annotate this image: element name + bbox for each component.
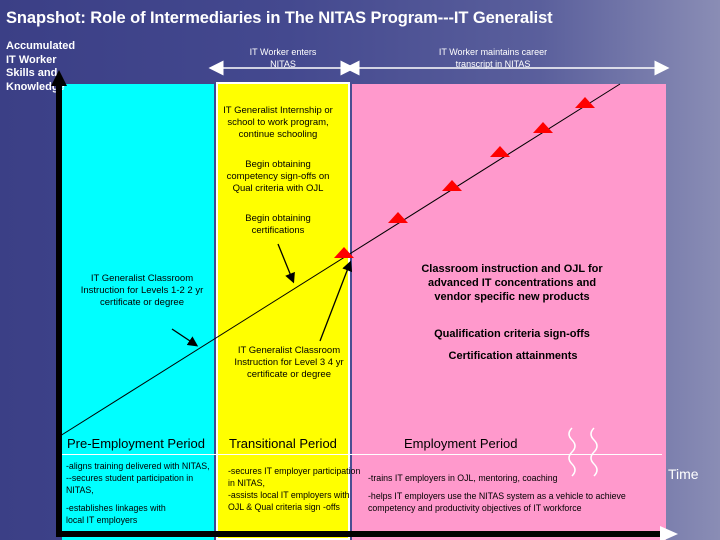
x-axis-arrowhead [660,526,678,540]
pre-employment-bullets: -aligns training delivered with NITAS, -… [66,460,216,526]
transitional-bullets: -secures IT employer participation in NI… [228,465,362,513]
classroom-level-3-note: IT Generalist Classroom Instruction for … [234,345,344,380]
axis-break-mark [590,427,598,477]
pre-employment-panel [62,84,214,540]
milestone-triangle [490,146,510,157]
advanced-classroom-note: Classroom instruction and OJL for advanc… [421,263,603,303]
qualification-signoffs-note: Qualification criteria sign-offs [434,328,590,340]
pre-employment-period-label: Pre-Employment Period [67,436,205,451]
pointer-arrow-certifications [277,243,295,284]
employment-bullet-1: -trains IT employers in OJL, mentoring, … [368,473,558,483]
bullet-text: -establishes linkages with local IT empl… [66,503,166,525]
employment-period-label: Employment Period [404,436,518,451]
milestone-triangle [575,97,595,108]
x-axis-label: Time [668,466,699,482]
classroom-levels-1-2-note: IT Generalist Classroom Instruction for … [80,273,204,308]
bullet-text: --secures student participation in NITAS… [66,473,194,495]
bullet-text: -secures IT employer participation in NI… [228,466,361,488]
milestone-triangle [334,247,354,258]
internship-note: IT Generalist Internship or school to wo… [223,105,333,140]
bullet-text: -aligns training delivered with NITAS, [66,461,210,471]
period-divider [62,454,662,455]
y-axis-arrowhead [51,70,67,86]
pointer-arrow-classroom [171,328,199,347]
signoffs-note: Begin obtaining competency sign-offs on … [226,159,330,194]
x-axis [56,531,666,537]
employment-panel [352,84,666,540]
milestone-triangle [388,212,408,223]
milestone-triangle [442,180,462,191]
y-axis-label: Accumulated IT Worker Skills and Knowled… [6,40,76,93]
transitional-panel [216,82,350,540]
certifications-note: Begin obtaining certifications [245,213,311,236]
bullet-text: -assists local IT employers with OJL & Q… [228,490,350,512]
pointer-arrow-qualification [319,260,353,342]
y-axis [56,80,62,536]
page-title: Snapshot: Role of Intermediaries in The … [6,9,553,27]
transitional-period-label: Transitional Period [229,436,337,451]
skills-growth-line [59,83,621,437]
milestone-triangle [533,122,553,133]
certification-attainments-note: Certification attainments [448,350,578,362]
axis-break-mark [568,427,576,477]
employment-bullet-2: -helps IT employers use the NITAS system… [368,491,626,513]
